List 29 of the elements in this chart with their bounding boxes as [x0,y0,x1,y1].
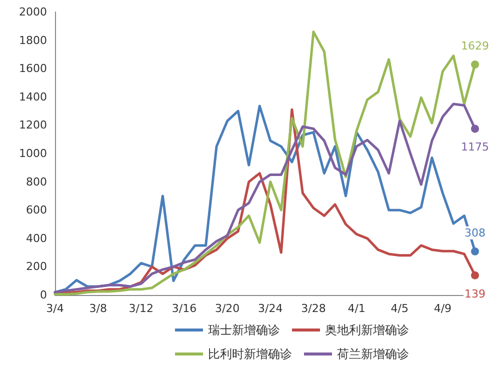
x-tick-label: 4/1 [348,302,366,315]
y-tick-label: 800 [26,175,47,188]
x-tick-label: 3/28 [301,302,326,315]
y-tick-label: 600 [26,204,47,217]
y-tick-label: 1400 [19,90,47,104]
x-tick-label: 4/5 [390,302,408,315]
data-label: 1175 [461,140,489,154]
y-tick-label: 2000 [19,6,47,18]
y-tick-label: 1800 [19,34,47,47]
y-tick-label: 400 [26,232,47,245]
x-tick-label: 3/12 [128,302,154,315]
data-label: 1629 [461,39,489,52]
y-tick-label: 0 [40,288,47,302]
x-tick-label: 3/16 [172,302,197,315]
y-tick-label: 1600 [19,62,47,76]
x-tick-label: 3/4 [46,302,64,315]
x-tick-label: 3/20 [214,302,240,315]
data-label: 139 [464,287,486,300]
legend-label: 瑞士新增确诊 [208,323,280,337]
x-tick-label: 4/9 [434,302,452,315]
legend-label: 荷兰新增确诊 [337,347,409,361]
y-tick-label: 1200 [19,118,47,132]
data-label: 308 [464,226,486,240]
y-tick-label: 200 [26,260,47,274]
legend-label: 比利时新增确诊 [208,347,292,361]
legend-label: 奥地利新增确诊 [325,323,409,337]
y-tick-label: 1000 [19,147,47,160]
x-tick-label: 3/24 [258,302,283,315]
x-tick-label: 3/8 [89,302,107,315]
